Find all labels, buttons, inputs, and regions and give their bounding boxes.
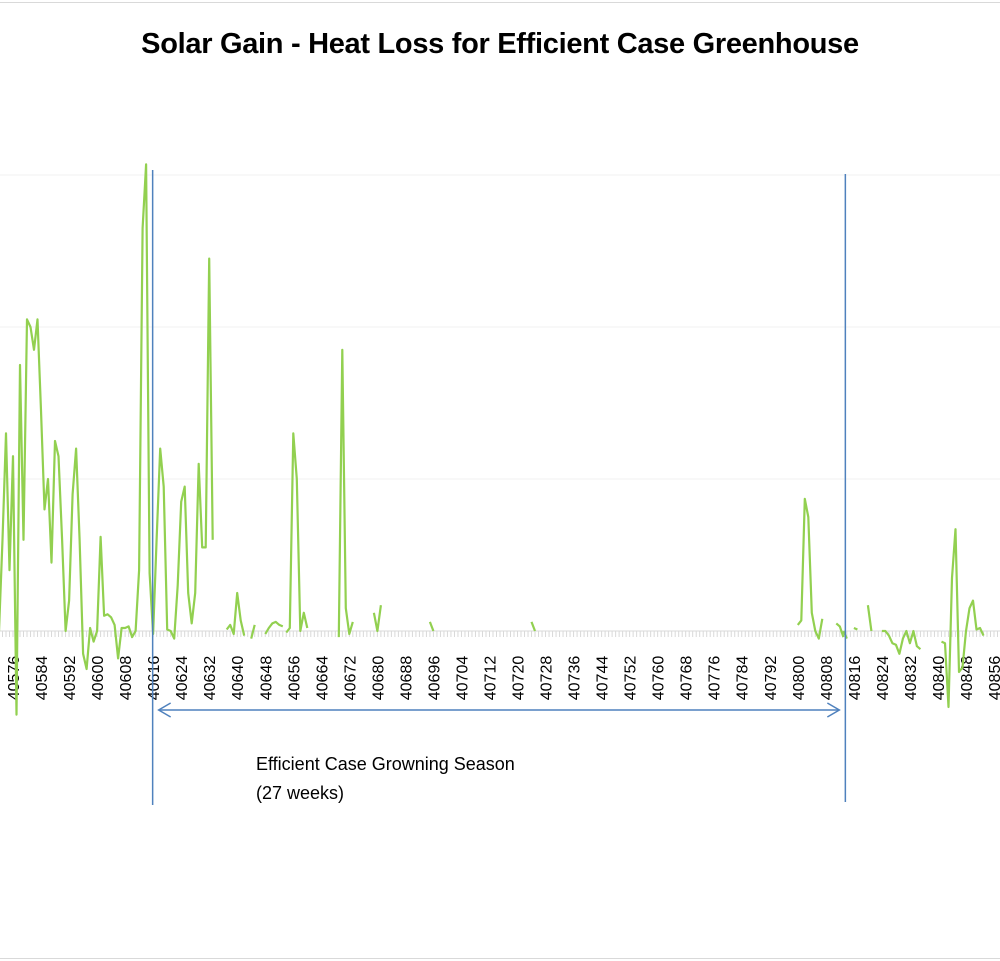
x-tick-label: 40648: [258, 656, 275, 701]
series-line-segment: [866, 605, 873, 632]
x-tick-label: 40624: [174, 656, 191, 701]
season-arrow-right-head: [826, 702, 841, 718]
chart-title: Solar Gain - Heat Loss for Efficient Cas…: [141, 28, 859, 60]
bottom-border: [0, 958, 1000, 959]
series-line-segment: [264, 620, 284, 635]
x-tick-label: 40848: [959, 656, 976, 701]
top-border: [0, 2, 1000, 3]
x-tick-label: 40832: [903, 656, 920, 701]
x-tick-label: 40664: [314, 656, 331, 701]
x-tick-label: 40744: [595, 656, 612, 701]
series-line-main: [0, 163, 214, 716]
series-line-segment: [941, 528, 985, 709]
x-tick-label: 40856: [987, 656, 1000, 701]
season-label-line1: Efficient Case Growning Season: [256, 754, 515, 774]
series-line-segment: [285, 432, 309, 634]
x-tick-label: 40600: [90, 656, 107, 701]
series-line-segment: [530, 621, 537, 632]
x-tick-label: 40584: [34, 656, 51, 701]
x-tick-label: 40592: [62, 656, 79, 701]
x-tick-label: 40800: [791, 656, 808, 701]
series-line-segment: [372, 605, 382, 633]
x-tick-label: 40840: [931, 656, 948, 701]
series-line-segment: [796, 497, 824, 640]
x-tick-label: 40824: [875, 656, 892, 701]
x-tick-label: 40696: [426, 656, 443, 701]
x-tick-label: 40712: [482, 656, 499, 701]
series-line-segment: [853, 626, 858, 631]
x-tick-label: 40608: [118, 656, 135, 701]
series-line-segment: [881, 629, 922, 655]
x-tick-label: 40792: [763, 656, 780, 701]
x-tick-label: 40704: [454, 656, 471, 701]
x-tick-label: 40616: [146, 656, 163, 701]
season-label-line2: (27 weeks): [256, 783, 345, 803]
season-arrow-left-head: [157, 702, 172, 718]
season-annotation: Efficient Case Growning Season (27 weeks…: [256, 750, 515, 808]
series-line-segment: [428, 621, 435, 632]
x-tick-label: 40808: [819, 656, 836, 701]
series-line-segment: [250, 624, 256, 639]
x-tick-label: 40736: [567, 656, 584, 701]
series-line-segment: [225, 591, 246, 636]
x-tick-label: 40776: [707, 656, 724, 701]
x-tick-label: 40816: [847, 656, 864, 701]
x-tick-label: 40768: [679, 656, 696, 701]
x-tick-label: 40680: [370, 656, 387, 701]
x-tick-label: 40760: [651, 656, 668, 701]
x-tick-label: 40688: [398, 656, 415, 701]
x-tick-label: 40752: [623, 656, 640, 701]
x-tick-label: 40728: [539, 656, 556, 701]
x-tick-label: 40640: [230, 656, 247, 701]
x-tick-label: 40576: [6, 656, 23, 701]
x-tick-label: 40672: [342, 656, 359, 701]
series-line-segment: [337, 348, 354, 638]
series-line-segment: [835, 622, 845, 638]
x-tick-label: 40784: [735, 656, 752, 701]
x-tick-label: 40632: [202, 656, 219, 701]
x-tick-label: 40720: [511, 656, 528, 701]
x-tick-label: 40656: [286, 656, 303, 701]
